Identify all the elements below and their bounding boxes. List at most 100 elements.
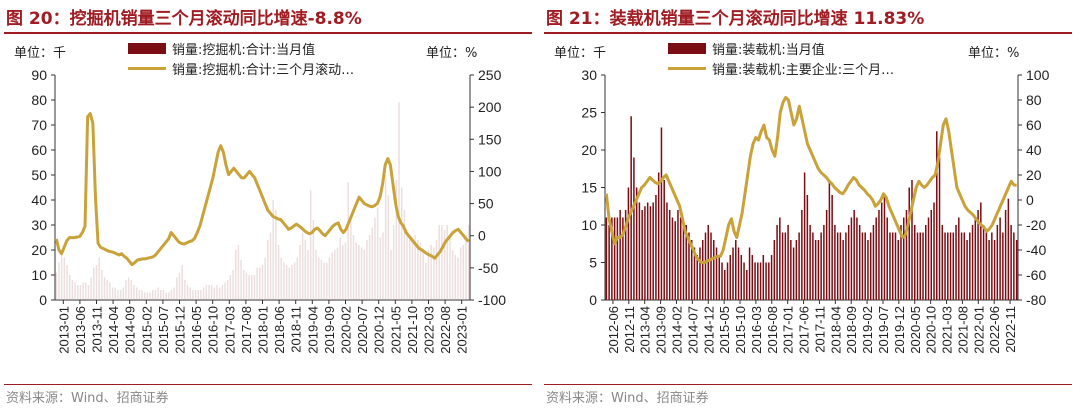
y-right-tick-label: -40: [1026, 242, 1046, 258]
x-tick-label: 2021-08: [955, 306, 970, 354]
bar: [221, 285, 224, 300]
bar: [922, 232, 924, 300]
y-right-tick-label: 0: [478, 228, 486, 244]
y-left-tick-label: 90: [31, 67, 47, 83]
x-tick-label: 2020-05: [908, 306, 923, 354]
bar: [641, 210, 643, 300]
bar: [176, 277, 178, 300]
bar: [1013, 232, 1015, 300]
bar: [425, 262, 427, 300]
bar: [296, 257, 299, 300]
bar: [60, 252, 63, 300]
bar: [90, 277, 92, 300]
x-tick-label: 2016-08: [765, 306, 780, 354]
bar: [106, 280, 108, 300]
bar: [360, 247, 363, 300]
bar: [430, 245, 432, 300]
bar: [374, 217, 376, 300]
legend-label: 销量:装载机:主要企业:三个月…: [712, 62, 895, 78]
excavator-chart-panel: 图 20：挖掘机销量三个月滚动同比增速-8.8% 0 10 20 30 40 50 60 70…: [4, 9, 532, 406]
bar: [326, 262, 328, 300]
bar: [988, 240, 990, 300]
bar: [900, 225, 902, 300]
bar: [122, 287, 125, 300]
bar: [130, 280, 133, 300]
x-tick-label: 2012-06: [606, 306, 621, 354]
bar: [696, 255, 698, 300]
bar: [229, 275, 232, 300]
bar: [77, 285, 79, 300]
bar: [245, 272, 248, 300]
y-left-tick-label: 25: [581, 105, 597, 121]
bar: [930, 210, 933, 300]
bar: [737, 247, 740, 300]
y-left-tick-label: 15: [581, 180, 597, 196]
y-right-tick-label: 150: [478, 131, 502, 147]
legend-item-line: 销量:挖掘机:合计:三个月滚动…: [128, 58, 354, 78]
x-tick-label: 2018-09: [844, 306, 859, 354]
bar: [908, 187, 910, 300]
bar: [358, 245, 360, 300]
x-tick-label: 2020-07: [355, 306, 370, 354]
unit-right-label: 单位：%: [968, 46, 1020, 61]
legend-swatch-line: [128, 66, 166, 70]
bar: [315, 250, 317, 300]
bar: [411, 237, 414, 300]
loader-chart: 0 5 10 15 20 25 30 -80 -60 -40 -20 0 20 40 60 80 100 2012…: [581, 67, 1050, 354]
x-tick-label: 2022-08: [438, 306, 453, 354]
bar: [955, 225, 957, 300]
bar: [773, 240, 776, 300]
bar: [701, 240, 704, 300]
bar: [834, 225, 836, 300]
bar: [682, 225, 685, 300]
x-tick-label: 2022-03: [422, 306, 437, 354]
bar: [894, 232, 897, 300]
y-right-tick-label: -100: [478, 292, 506, 308]
bar: [63, 257, 66, 300]
y-right-tick-label: 100: [478, 163, 502, 179]
bar: [371, 227, 374, 300]
bar: [889, 232, 891, 300]
bar: [307, 250, 309, 300]
bar: [690, 240, 693, 300]
bar: [765, 262, 767, 300]
chart-title: 图 20：挖掘机销量三个月滚动同比增速-8.8%: [6, 9, 362, 29]
bar: [240, 260, 242, 300]
x-tick-label: 2020-02: [339, 306, 354, 354]
bar: [688, 232, 690, 300]
bar: [919, 232, 922, 300]
bar: [79, 285, 82, 300]
x-tick-label: 2014-04: [106, 306, 121, 354]
bar: [162, 290, 165, 300]
y-left-tick-label: 40: [31, 192, 47, 208]
bar: [735, 240, 737, 300]
bar: [409, 235, 411, 300]
x-tick-label: 2017-08: [239, 306, 254, 354]
bar: [363, 250, 365, 300]
bar: [331, 252, 333, 300]
bar: [213, 287, 216, 300]
bar: [952, 232, 955, 300]
bar: [685, 225, 687, 300]
bar: [368, 235, 371, 300]
bar: [611, 217, 613, 300]
bar: [87, 285, 90, 300]
bar: [982, 225, 985, 300]
bar: [644, 206, 646, 300]
bar: [993, 240, 996, 300]
bar: [285, 265, 288, 300]
bar: [726, 262, 729, 300]
bar: [878, 210, 880, 300]
bar: [754, 262, 756, 300]
bar: [336, 247, 339, 300]
bar: [806, 195, 809, 300]
bar: [433, 247, 435, 300]
bar: [146, 292, 149, 300]
y-right-tick-label: 100: [1026, 67, 1050, 83]
bar: [143, 292, 146, 300]
bar: [323, 262, 325, 300]
bar: [186, 285, 189, 300]
bar: [740, 255, 743, 300]
bar: [264, 257, 266, 300]
bar: [251, 275, 253, 300]
